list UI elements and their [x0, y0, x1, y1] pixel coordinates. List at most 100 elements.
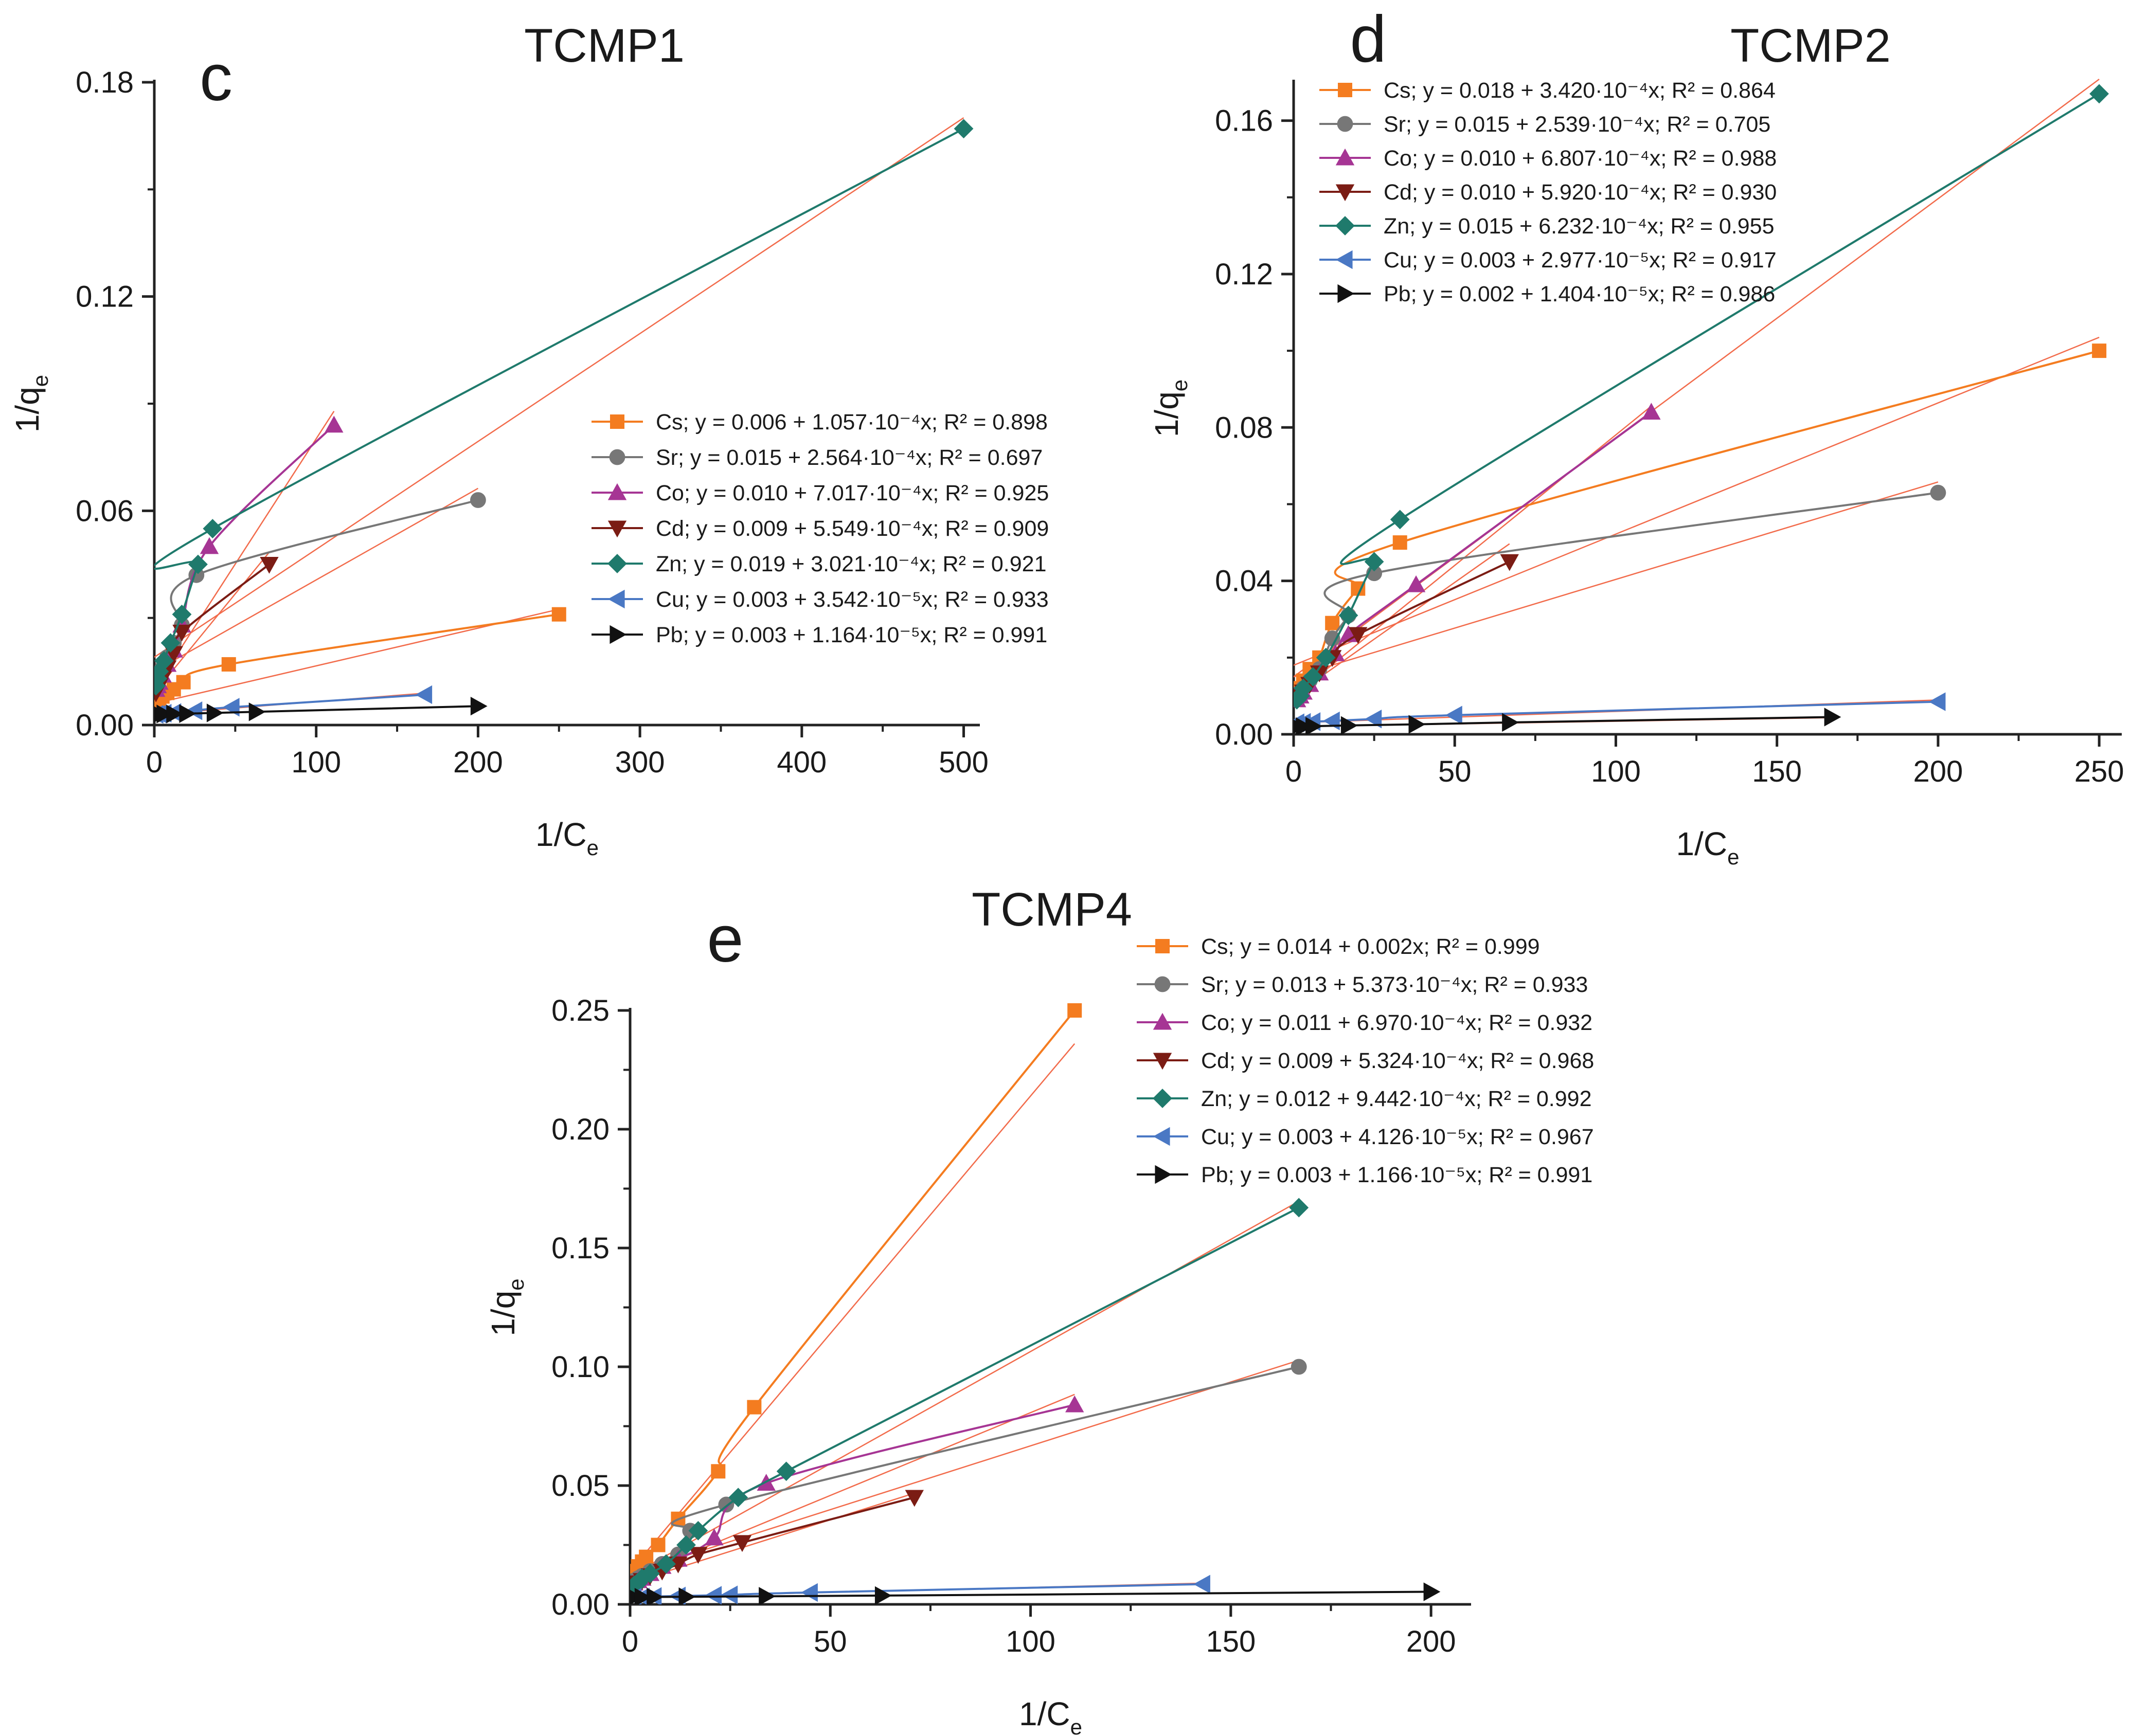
legend-label-pb: Pb; y = 0.002 + 1.404·10⁻⁵x; R² = 0.986: [1384, 282, 1775, 306]
y-tick-label: 0.12: [1215, 258, 1273, 291]
y-axis-title-subscript: e: [1168, 379, 1192, 391]
data-point-pb: [1502, 713, 1519, 732]
fit-line-zn: [154, 117, 964, 658]
x-tick-label: 0: [622, 1625, 638, 1658]
y-axis-title: 1/qe: [9, 375, 52, 432]
legend-marker-cd: [1153, 1053, 1172, 1070]
x-axis-title-main: 1/C: [1676, 825, 1728, 862]
fit-line-sr: [1294, 481, 1939, 678]
x-tick-label: 100: [1591, 755, 1641, 788]
legend-marker-sr: [609, 449, 625, 465]
x-axis-title-subscript: e: [587, 836, 599, 860]
legend-marker-cu: [607, 589, 625, 609]
legend-label-pb: Pb; y = 0.003 + 1.164·10⁻⁵x; R² = 0.991: [656, 623, 1047, 647]
data-point-zn: [1364, 552, 1384, 572]
data-point-cd: [1349, 627, 1368, 644]
legend-label-sr: Sr; y = 0.015 + 2.539·10⁻⁴x; R² = 0.705: [1384, 112, 1770, 137]
data-point-co: [1065, 1395, 1084, 1413]
data-point-cu: [1365, 709, 1382, 729]
data-point-zn: [1289, 1198, 1309, 1218]
data-point-zn: [776, 1461, 796, 1481]
legend-marker-cd: [607, 520, 627, 538]
x-tick-label: 500: [939, 746, 989, 779]
legend-label-cs: Cs; y = 0.018 + 3.420·10⁻⁴x; R² = 0.864: [1384, 78, 1776, 103]
legend-marker-co: [607, 483, 627, 500]
legend-label-cd: Cd; y = 0.009 + 5.549·10⁻⁴x; R² = 0.909: [656, 516, 1049, 541]
x-tick-label: 250: [2074, 755, 2124, 788]
legend-marker-co: [1335, 148, 1355, 166]
legend-label-co: Co; y = 0.010 + 7.017·10⁻⁴x; R² = 0.925: [656, 481, 1049, 505]
data-point-cu: [721, 1585, 738, 1604]
data-point-cd: [1500, 554, 1519, 571]
data-point-zn: [954, 119, 974, 139]
data-point-pb: [1296, 717, 1313, 734]
data-point-cu: [185, 701, 203, 720]
legend-label-cd: Cd; y = 0.009 + 5.324·10⁻⁴x; R² = 0.968: [1201, 1048, 1594, 1073]
data-point-zn: [676, 1535, 696, 1555]
y-axis-title-main: 1/q: [9, 387, 46, 432]
data-point-cs: [711, 1464, 726, 1479]
legend-label-cd: Cd; y = 0.010 + 5.920·10⁻⁴x; R² = 0.930: [1384, 180, 1777, 205]
fit-line-sr: [154, 487, 479, 672]
data-point-cd: [689, 1547, 708, 1564]
data-point-cd: [732, 1535, 752, 1552]
data-point-pb: [647, 1587, 664, 1604]
y-axis-title: 1/qe: [1148, 379, 1192, 437]
data-point-zn: [640, 1564, 660, 1583]
legend-label-cu: Cu; y = 0.003 + 2.977·10⁻⁵x; R² = 0.917: [1384, 248, 1777, 273]
data-point-co: [325, 415, 344, 433]
x-tick-label: 50: [814, 1625, 847, 1658]
data-point-sr: [1291, 1359, 1307, 1375]
data-point-pb: [874, 1586, 892, 1604]
y-tick-label: 0.08: [1215, 411, 1273, 444]
data-point-cs: [551, 607, 566, 622]
data-point-cs: [1392, 535, 1407, 550]
legend-marker-cd: [1335, 184, 1355, 202]
data-point-pb: [206, 703, 224, 722]
fit-line-co: [1294, 405, 1652, 697]
legend-label-cu: Cu; y = 0.003 + 3.542·10⁻⁵x; R² = 0.933: [656, 587, 1049, 612]
fit-line-zn: [630, 1200, 1299, 1577]
data-point-cu: [1193, 1575, 1210, 1594]
legend-marker-co: [1153, 1012, 1172, 1030]
data-point-pb: [156, 704, 174, 724]
legend-label-sr: Sr; y = 0.015 + 2.564·10⁻⁴x; R² = 0.697: [656, 445, 1043, 470]
y-axis-title-subscript: e: [28, 375, 52, 387]
legend-marker-zn: [1153, 1089, 1172, 1108]
legend-marker-cu: [1153, 1127, 1170, 1146]
data-point-co: [1406, 575, 1426, 592]
data-point-cs: [1067, 1003, 1082, 1018]
y-tick-label: 0.06: [76, 494, 134, 528]
data-point-cu: [415, 685, 433, 704]
data-point-co: [705, 1528, 724, 1546]
data-point-pb: [1824, 708, 1841, 727]
x-axis-title-main: 1/C: [1019, 1695, 1070, 1732]
x-tick-label: 0: [146, 746, 163, 779]
data-point-pb: [166, 704, 183, 724]
panel-e-chart: 0 50 100 150 2000.000.050.100.150.200.251/Ce…: [485, 883, 1594, 1736]
data-point-zn: [1294, 678, 1313, 698]
fit-line-cd: [1294, 543, 1510, 697]
data-point-pb: [179, 704, 196, 723]
legend-marker-pb: [1337, 284, 1355, 303]
data-point-cd: [260, 556, 279, 574]
data-point-cs: [639, 1549, 654, 1564]
x-tick-label: 400: [777, 746, 827, 779]
legend-label-zn: Zn; y = 0.015 + 6.232·10⁻⁴x; R² = 0.955: [1384, 214, 1775, 239]
data-point-sr: [1324, 630, 1340, 646]
x-tick-label: 50: [1438, 755, 1472, 788]
data-point-zn: [154, 651, 174, 671]
y-axis-title-subscript: e: [504, 1278, 528, 1290]
legend-marker-cs: [610, 414, 624, 429]
data-point-pb: [678, 1587, 696, 1604]
data-point-cu: [801, 1583, 818, 1602]
legend-label-cs: Cs; y = 0.006 + 1.057·10⁻⁴x; R² = 0.898: [656, 410, 1048, 435]
y-axis-title: 1/qe: [485, 1278, 528, 1336]
legend-label-co: Co; y = 0.010 + 6.807·10⁻⁴x; R² = 0.988: [1384, 146, 1777, 171]
data-point-pb: [248, 702, 266, 721]
x-tick-label: 0: [1285, 755, 1302, 788]
x-tick-label: 100: [1006, 1625, 1055, 1658]
data-point-co: [1642, 403, 1661, 420]
y-tick-label: 0.00: [551, 1588, 610, 1621]
